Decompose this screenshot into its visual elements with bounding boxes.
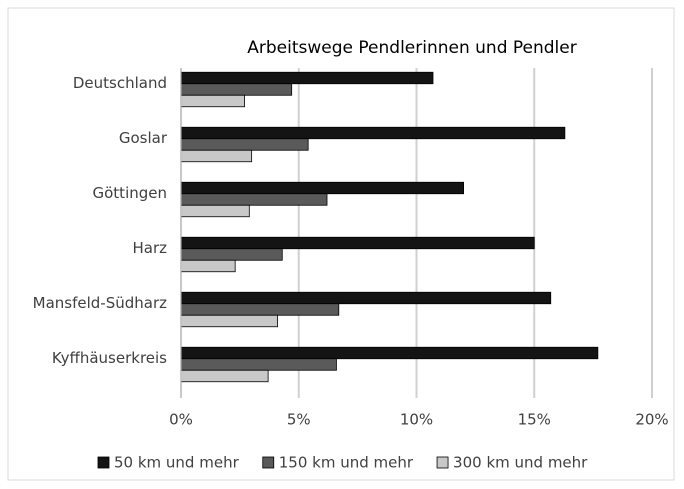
bar	[180, 149, 253, 163]
x-tick-label: 0%	[169, 411, 193, 429]
bar	[180, 138, 309, 151]
y-tick-label: Harz	[132, 239, 167, 257]
legend-swatch	[262, 456, 275, 469]
bar	[180, 236, 535, 250]
x-tick-label: 15%	[518, 411, 551, 429]
bar	[180, 369, 269, 383]
legend-swatch	[97, 456, 110, 469]
bar	[180, 303, 340, 316]
chart-title: Arbeitswege Pendlerinnen und Pendler	[247, 38, 576, 58]
x-tick-label: 10%	[400, 411, 433, 429]
bar	[180, 83, 293, 96]
legend-label: 50 km und mehr	[114, 454, 240, 472]
legend-label: 300 km und mehr	[453, 454, 588, 472]
bar	[180, 126, 566, 140]
x-tick-label: 5%	[287, 411, 311, 429]
bar	[180, 291, 552, 305]
bar	[180, 346, 599, 360]
y-tick-label: Göttingen	[93, 184, 168, 202]
bar	[180, 314, 278, 328]
bar	[180, 71, 434, 85]
bar	[180, 193, 328, 206]
y-tick-label: Goslar	[119, 129, 168, 147]
bar	[180, 358, 337, 371]
bar	[180, 94, 245, 108]
bar	[180, 259, 236, 273]
bar	[180, 181, 465, 195]
legend-label: 150 km und mehr	[279, 454, 414, 472]
bar	[180, 204, 250, 218]
legend-swatch	[436, 456, 449, 469]
y-tick-label: Deutschland	[73, 74, 167, 92]
bar	[180, 248, 283, 261]
y-tick-label: Mansfeld-Südharz	[33, 294, 167, 312]
x-tick-label: 20%	[635, 411, 668, 429]
y-tick-label: Kyffhäuserkreis	[52, 349, 167, 367]
